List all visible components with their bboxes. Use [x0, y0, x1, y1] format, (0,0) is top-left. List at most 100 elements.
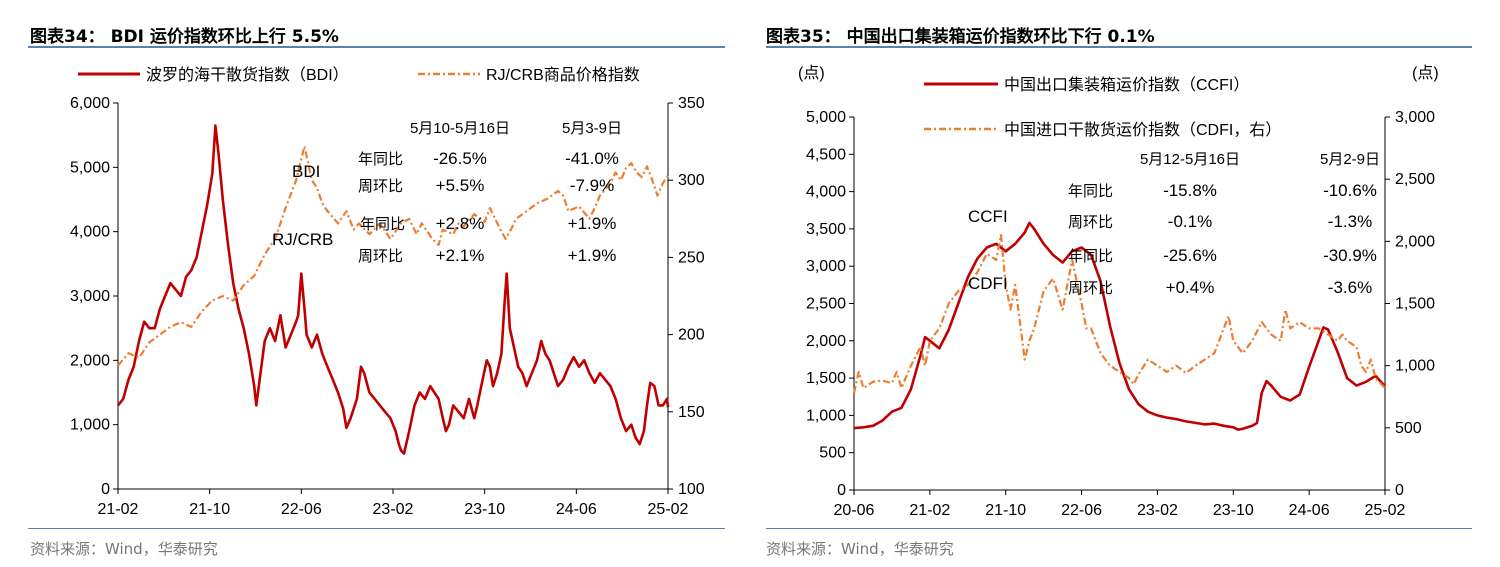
x-tick-label: 23-10 [464, 501, 505, 518]
y-left-tick-label: 2,000 [806, 333, 846, 350]
stats-value: -10.6% [1323, 181, 1377, 200]
x-tick-label: 23-10 [1213, 502, 1254, 519]
chart-title: 图表34： BDI 运价指数环比上行 5.5% [30, 27, 339, 47]
x-tick-label: 25-02 [648, 501, 689, 518]
stats-value: -7.9% [570, 176, 614, 195]
x-tick-label: 23-02 [373, 501, 414, 518]
y-right-tick-label: 1,000 [1395, 358, 1435, 375]
series-annotation: BDI [292, 162, 320, 181]
y-right-tick-label: 2,000 [1395, 233, 1435, 250]
stats-value: +2.8% [436, 214, 485, 233]
y-left-tick-label: 2,000 [70, 352, 110, 369]
chart-panel-bdi: 图表34： BDI 运价指数环比上行 5.5% 0 1,000 2,000 3,000… [0, 0, 735, 567]
y-left-tick-label: 3,500 [806, 221, 846, 238]
y-left-tick-label: 5,000 [806, 109, 846, 126]
stats-row-label: 周环比 [1068, 280, 1113, 297]
y-left-tick-label: 0 [101, 481, 110, 498]
stats-value: +5.5% [436, 176, 485, 195]
x-tick-label: 21-10 [985, 502, 1026, 519]
stats-row-label: 年同比 [1068, 183, 1113, 200]
x-tick-label: 22-06 [281, 501, 322, 518]
y-right-tick-label: 300 [678, 172, 705, 189]
y-left-unit-label: (点) [798, 64, 825, 82]
x-tick-label: 21-10 [189, 501, 230, 518]
stats-value: -3.6% [1328, 278, 1372, 297]
y-right-unit-label: (点) [1412, 64, 1439, 82]
series-line-secondary [852, 234, 1386, 394]
y-left-tick-label: 2,500 [806, 296, 846, 313]
stats-value: -1.3% [1328, 212, 1372, 231]
stats-value: -0.1% [1168, 212, 1212, 231]
stats-value: +1.9% [568, 246, 617, 265]
y-left-tick-label: 1,000 [70, 417, 110, 434]
stats-value: -15.8% [1163, 181, 1217, 200]
y-right-tick-label: 1,500 [1395, 296, 1435, 313]
stats-value: -25.6% [1163, 246, 1217, 265]
y-left-tick-label: 6,000 [70, 95, 110, 112]
source-note: 资料来源：Wind，华泰研究 [766, 540, 954, 558]
x-tick-label: 23-02 [1137, 502, 1178, 519]
series-line-primary [116, 124, 670, 455]
stats-column-header: 5月3-9日 [562, 120, 622, 137]
y-right-tick-label: 350 [678, 95, 705, 112]
title-divider [28, 46, 725, 48]
stats-row-label: 年同比 [1068, 248, 1113, 265]
y-left-tick-label: 500 [819, 445, 846, 462]
series-annotation: CCFI [968, 207, 1008, 226]
x-tick-label: 20-06 [834, 502, 875, 519]
stats-value: +2.1% [436, 246, 485, 265]
stats-value: +0.4% [1166, 278, 1215, 297]
stats-row-label: 周环比 [1068, 214, 1113, 231]
chart-panel-ccfi: 图表35： 中国出口集装箱运价指数环比下行 0.1% 0 500 1,000 1,50… [760, 0, 1500, 567]
legend-label-0: 中国出口集装箱运价指数（CCFI） [1004, 76, 1249, 94]
y-left-tick-label: 5,000 [70, 159, 110, 176]
footer-divider [766, 528, 1472, 529]
stats-value: -26.5% [433, 149, 487, 168]
legend-label-0: 波罗的海干散货指数（BDI） [146, 66, 349, 84]
y-left-tick-label: 0 [837, 482, 846, 499]
chart-title: 图表35： 中国出口集装箱运价指数环比下行 0.1% [766, 27, 1155, 47]
stats-column-header: 5月2-9日 [1320, 151, 1380, 168]
stats-row-label: 周环比 [358, 248, 403, 265]
x-tick-label: 25-02 [1365, 502, 1406, 519]
y-right-tick-label: 250 [678, 249, 705, 266]
stats-value: +1.9% [568, 214, 617, 233]
source-note: 资料来源：Wind，华泰研究 [30, 540, 218, 558]
x-tick-label: 24-06 [556, 501, 597, 518]
y-left-tick-label: 4,000 [806, 184, 846, 201]
series-annotation: RJ/CRB [272, 230, 333, 249]
stats-value: -30.9% [1323, 246, 1377, 265]
stats-row-label: 年同比 [358, 151, 403, 168]
series-annotation: CDFI [968, 274, 1008, 293]
y-left-tick-label: 4,500 [806, 146, 846, 163]
legend-label-1: RJ/CRB商品价格指数 [486, 66, 640, 84]
y-left-tick-label: 3,000 [70, 288, 110, 305]
series-line-secondary [117, 145, 669, 367]
y-left-tick-label: 4,000 [70, 224, 110, 241]
stats-column-header: 5月12-5月16日 [1140, 151, 1240, 168]
x-tick-label: 21-02 [98, 501, 139, 518]
series-line-primary [853, 221, 1386, 431]
legend-label-1: 中国进口干散货运价指数（CDFI，右） [1004, 121, 1281, 139]
y-right-tick-label: 500 [1395, 420, 1422, 437]
y-left-tick-label: 3,000 [806, 258, 846, 275]
footer-divider [28, 528, 725, 529]
y-right-tick-label: 200 [678, 327, 705, 344]
y-right-tick-label: 100 [678, 481, 705, 498]
stats-value: -41.0% [565, 149, 619, 168]
x-tick-label: 21-02 [909, 502, 950, 519]
stats-column-header: 5月10-5月16日 [410, 120, 510, 137]
stats-row-label: 年同比 [360, 216, 405, 233]
y-left-tick-label: 1,500 [806, 370, 846, 387]
x-tick-label: 24-06 [1289, 502, 1330, 519]
stats-row-label: 周环比 [358, 178, 403, 195]
y-left-tick-label: 1,000 [806, 407, 846, 424]
ccfi-chart-svg: 0 500 1,000 1,500 2,000 2,500 3,000 3,500 4,000 4… [798, 64, 1439, 519]
title-divider [766, 46, 1472, 48]
y-right-tick-label: 150 [678, 404, 705, 421]
y-right-tick-label: 3,000 [1395, 109, 1435, 126]
bdi-chart-svg: 0 1,000 2,000 3,000 4,000 5,000 6,000 100 150 200… [70, 66, 705, 518]
x-tick-label: 22-06 [1061, 502, 1102, 519]
y-right-tick-label: 2,500 [1395, 171, 1435, 188]
y-right-tick-label: 0 [1395, 482, 1404, 499]
